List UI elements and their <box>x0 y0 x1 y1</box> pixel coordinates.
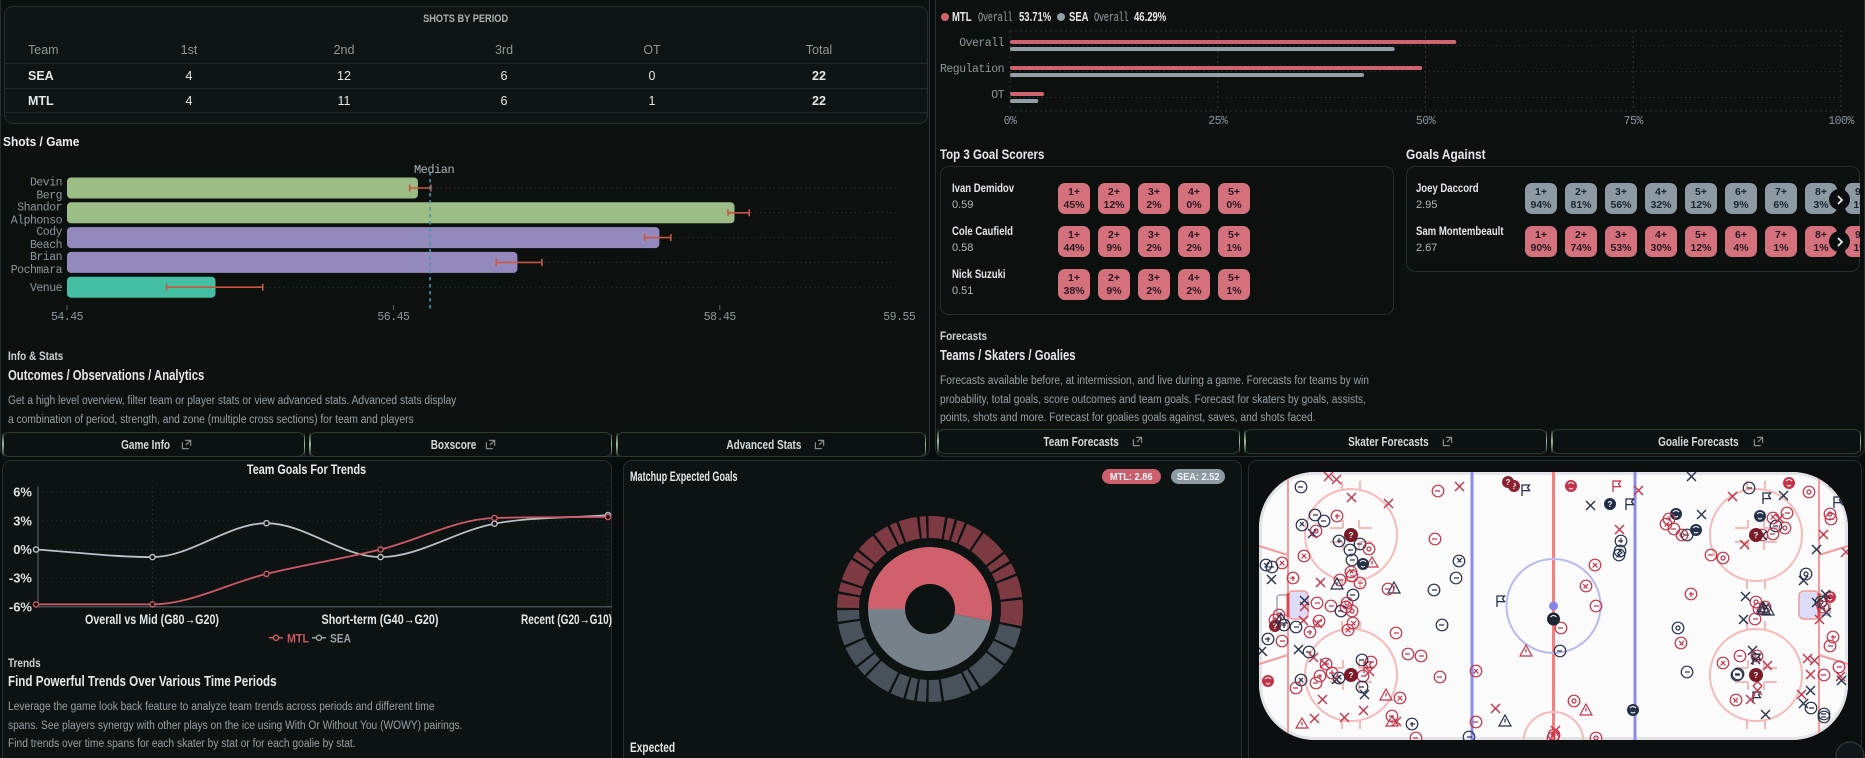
svg-text:Shandor: Shandor <box>17 201 62 214</box>
svg-text:?: ? <box>1754 531 1759 540</box>
svg-text:-6%: -6% <box>9 599 33 614</box>
svg-text:Overall: Overall <box>959 37 1004 50</box>
svg-text:Overall vs Mid (G80→G20): Overall vs Mid (G80→G20) <box>85 611 219 627</box>
svg-text:50%: 50% <box>1416 115 1436 128</box>
svg-text:?: ? <box>1754 671 1759 680</box>
svg-text:75%: 75% <box>1624 115 1644 128</box>
svg-text:Brian: Brian <box>30 251 62 264</box>
svg-text:0%: 0% <box>1004 115 1017 128</box>
svg-text:Alphonso: Alphonso <box>11 214 63 227</box>
svg-text:Short-term (G40→G20): Short-term (G40→G20) <box>322 611 439 627</box>
svg-text:56.45: 56.45 <box>377 311 410 324</box>
svg-text:Median: Median <box>414 163 455 177</box>
svg-text:Beach: Beach <box>30 239 62 252</box>
svg-text:SEA: SEA <box>330 631 351 645</box>
svg-text:?: ? <box>1506 478 1511 487</box>
svg-text:?: ? <box>1512 482 1517 491</box>
svg-text:6%: 6% <box>13 485 32 500</box>
svg-text:25%: 25% <box>1208 115 1228 128</box>
svg-text:100%: 100% <box>1828 115 1854 128</box>
svg-text:?: ? <box>1273 622 1278 631</box>
svg-text:Cody: Cody <box>36 226 62 239</box>
svg-text:?: ? <box>1608 500 1613 509</box>
svg-text:?: ? <box>1349 531 1354 540</box>
svg-text:?: ? <box>1349 671 1354 680</box>
svg-text:3%: 3% <box>13 513 32 528</box>
svg-text:54.45: 54.45 <box>51 311 84 324</box>
svg-text:0%: 0% <box>13 542 32 557</box>
svg-text:MTL: MTL <box>287 631 309 645</box>
svg-text:OT: OT <box>991 89 1004 102</box>
svg-text:Regulation: Regulation <box>940 63 1004 76</box>
svg-text:-3%: -3% <box>9 571 33 586</box>
svg-text:59.55: 59.55 <box>883 311 916 324</box>
svg-text:Pochmara: Pochmara <box>11 264 63 277</box>
svg-text:Devin: Devin <box>30 177 62 190</box>
svg-text:Recent (G20→G10): Recent (G20→G10) <box>521 611 612 627</box>
svg-text:Berg: Berg <box>36 190 62 203</box>
svg-text:58.45: 58.45 <box>704 311 737 324</box>
svg-text:Venue: Venue <box>30 282 63 295</box>
